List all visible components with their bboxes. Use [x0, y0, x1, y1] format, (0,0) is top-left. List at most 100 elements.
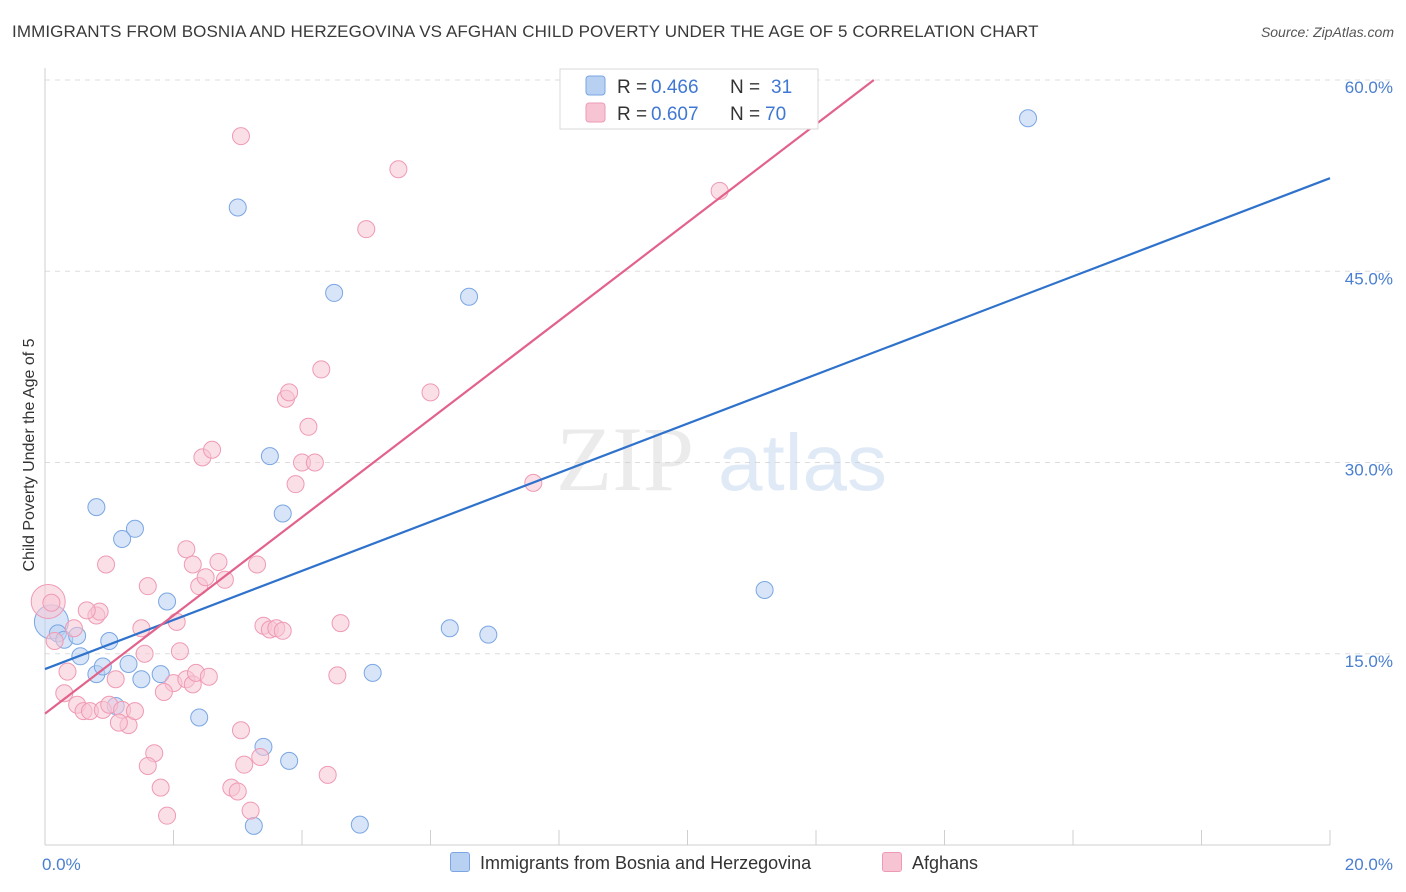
bosnia-point-19	[350, 815, 369, 834]
afghan-point-31	[209, 552, 228, 571]
bosnia-point-18	[325, 283, 344, 302]
afghan-point-59	[77, 601, 96, 620]
afghan-point-58	[64, 619, 83, 638]
watermark: ZIP atlas	[556, 408, 887, 510]
afghan-point-68	[328, 666, 347, 685]
y-tick-label-0: 15.0%	[1345, 652, 1393, 671]
bosnia-point-20	[280, 751, 299, 770]
afghan-point-47	[305, 453, 324, 472]
afghan-point-46	[299, 417, 318, 436]
afghan-trend-line	[44, 79, 875, 715]
afghan-point-60	[97, 555, 116, 574]
x-tick-label-1: 20.0%	[1345, 855, 1393, 874]
afghan-point-41	[273, 621, 292, 640]
bosnia-point-12	[190, 708, 209, 727]
afghan-point-28	[196, 568, 215, 587]
afghan-point-37	[248, 555, 267, 574]
legend-label-afghans: Afghans	[912, 853, 979, 873]
afghan-point-43	[280, 383, 299, 402]
afghan-point-2	[45, 632, 64, 650]
legend-item-bosnia[interactable]: Immigrants from Bosnia and Herzegovina	[450, 852, 811, 874]
bosnia-point-16	[260, 447, 279, 466]
bosnia-trend-line	[44, 177, 1331, 671]
afghan-point-48	[312, 360, 331, 379]
bosnia-point-29	[87, 498, 106, 517]
afghan-point-17	[138, 577, 157, 596]
afghan-point-49	[318, 765, 337, 784]
afghan-point-69	[154, 683, 173, 701]
legend-swatch-blue	[585, 75, 606, 96]
y-tick-label-1: 30.0%	[1345, 461, 1393, 480]
bosnia-point-15	[228, 198, 247, 217]
chart-title: IMMIGRANTS FROM BOSNIA AND HERZEGOVINA V…	[12, 22, 1039, 41]
afghan-point-26	[183, 555, 202, 574]
afghan-point-30	[203, 440, 222, 459]
afghan-point-4	[58, 662, 77, 681]
legend-n-value-2: 70	[765, 104, 786, 125]
afghan-point-15	[125, 702, 144, 721]
legend-r-label-1: R =	[617, 77, 647, 98]
gridlines	[45, 79, 1395, 655]
bosnia-point-11	[158, 592, 177, 611]
afghan-point-20	[158, 806, 177, 825]
x-tick-label-0: 0.0%	[42, 855, 81, 874]
afghan-point-36	[241, 801, 260, 820]
legend-r-label-2: R =	[617, 104, 647, 125]
legend-swatch-afghans	[882, 852, 902, 872]
source-label: Source: ZipAtlas.com	[1260, 24, 1394, 40]
watermark-atlas: atlas	[718, 418, 887, 507]
legend-n-value-1: 31	[771, 77, 792, 98]
trend-lines	[44, 79, 1331, 715]
legend-label-bosnia: Immigrants from Bosnia and Herzegovina	[480, 853, 812, 873]
afghan-point-32	[215, 570, 234, 589]
afghan-point-12	[106, 670, 125, 689]
afghan-point-53	[421, 383, 440, 402]
bosnia-point-23	[363, 663, 382, 682]
bosnia-point-9	[151, 665, 170, 684]
afghan-point-50	[231, 127, 250, 146]
bosnia-point-28	[1019, 109, 1038, 128]
bosnia-point-25	[460, 287, 479, 306]
bosnia-point-22	[244, 816, 263, 835]
y-tick-label-3: 60.0%	[1345, 78, 1393, 97]
afghan-point-57	[135, 644, 154, 663]
afghan-point-25	[177, 540, 196, 559]
afghan-point-19	[151, 778, 170, 797]
watermark-zip: ZIP	[556, 408, 694, 510]
bosnia-point-14	[113, 530, 132, 548]
afghan-point-56	[138, 756, 157, 775]
tick-labels: 15.0% 30.0% 45.0% 60.0% 0.0% 20.0%	[42, 78, 1393, 874]
legend-box: R = 0.466 N = 31 R = 0.607 N = 70	[559, 68, 819, 130]
afghan-point-66	[251, 748, 270, 767]
afghan-point-61	[109, 713, 128, 732]
legend-n-label-1: N =	[730, 77, 760, 98]
bosnia-point-24	[440, 619, 459, 638]
y-tick-label-2: 45.0%	[1345, 269, 1393, 288]
legend-swatch-bosnia	[450, 852, 470, 872]
bosnia-point-26	[479, 625, 498, 644]
bosnia-point-10	[125, 519, 144, 538]
legend-r-value-2: 0.607	[651, 104, 699, 125]
axes	[44, 68, 1331, 846]
afghan-point-22	[170, 642, 189, 661]
afghan-point-34	[228, 782, 247, 801]
legend-item-afghans[interactable]: Afghans	[882, 852, 978, 874]
legend-r-value-1: 0.466	[651, 77, 699, 98]
y-axis-label: Child Poverty Under the Age of 5	[21, 338, 38, 571]
afghan-point-1	[42, 593, 61, 612]
bosnia-point-7	[119, 654, 138, 673]
bosnia-point-8	[132, 670, 151, 689]
afghan-point-67	[331, 614, 350, 633]
bosnia-point-30	[93, 657, 112, 676]
legend-swatch-pink	[585, 102, 606, 123]
bosnia-point-27	[755, 581, 774, 599]
afghan-point-51	[389, 160, 408, 179]
afghan-point-35	[235, 755, 254, 774]
afghan-point-44	[286, 475, 305, 494]
afghan-point-64	[199, 667, 218, 686]
afghan-point-65	[231, 721, 250, 740]
afghan-point-52	[357, 220, 376, 239]
legend-n-label-2: N =	[730, 104, 760, 125]
bosnia-point-17	[273, 504, 292, 523]
